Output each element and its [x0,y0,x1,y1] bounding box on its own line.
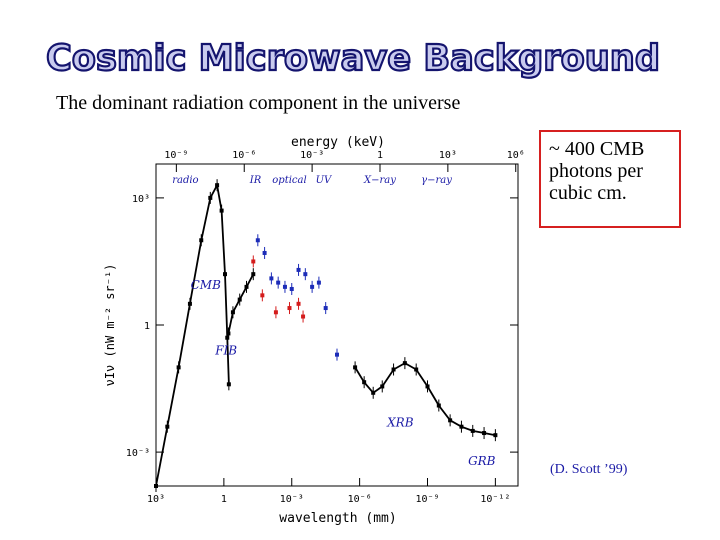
data-point [402,361,407,366]
data-point [323,306,328,311]
data-point [482,431,487,436]
data-point [260,293,265,298]
data-point [276,280,281,285]
band-label: γ−ray [421,175,452,186]
callout-line-1: ~ 400 CMB [549,138,645,160]
data-point [287,306,292,311]
series-layer [154,179,498,492]
top-tick-label: 10⁶ [507,150,525,161]
data-point [282,284,287,289]
data-point [199,238,204,243]
data-point [251,259,256,264]
component-label: GRB [468,454,496,468]
page-title: Cosmic Microwave Background [45,37,661,80]
credit-text: (D. Scott ’99) [550,462,628,477]
top-tick-label: 10⁻⁹ [164,150,188,161]
band-label: optical [272,175,306,186]
data-point [215,183,220,188]
y-tick-label: 10⁻³ [126,448,150,459]
data-point [470,428,475,433]
data-point [154,484,158,488]
data-point [391,367,396,372]
bottom-tick-label: 10⁻⁹ [415,494,439,505]
data-point [301,314,306,319]
data-point [269,276,274,281]
data-point [165,424,170,429]
data-point [251,272,256,277]
data-point [273,310,278,315]
data-point [310,284,315,289]
data-point [219,208,224,213]
spectrum-chart: 10⁻⁹ 10⁻⁶ 10⁻³ 1 10³ 10⁶ 10³ 1 10⁻³ 10⁻⁶ 10⁻⁹ 10⁻¹²… [103,135,525,526]
component-label: FIB [214,344,237,358]
top-tick-label: 10⁻⁶ [232,150,256,161]
data-point [225,335,230,340]
top-tick-label: 10³ [439,150,457,161]
band-label: IR [249,175,262,186]
data-point [335,352,339,357]
band-label: UV [316,175,333,186]
x-axis-title-top: energy (keV) [291,135,385,150]
data-point [493,433,498,438]
component-labels: CMB FIB XRB GRB [191,278,496,468]
series-line [155,182,230,487]
band-label: X−ray [363,175,396,186]
y-tick-label: 1 [144,321,150,332]
subtitle: The dominant radiation component in the … [56,92,461,114]
data-point [230,310,235,315]
data-point [187,301,192,306]
series-line [227,273,255,334]
band-label: radio [172,175,198,186]
series-xrb [353,357,498,442]
bottom-tick-label: 10⁻¹² [480,494,510,505]
data-point [296,267,301,272]
x-axis-title-bottom: wavelength (mm) [279,511,396,526]
data-point [289,286,294,291]
series-optical-uv [251,255,306,323]
callout-line-2: photons per [549,160,643,182]
series-fib [226,268,256,340]
band-labels: radio IR optical UV X−ray γ−ray [172,175,452,186]
callout-line-3: cubic cm. [549,182,627,204]
series-cmb [154,179,231,492]
data-point [262,250,267,255]
data-point [208,195,213,200]
component-label: XRB [386,416,414,430]
data-point [448,418,453,423]
bottom-tick-label: 1 [221,494,227,505]
series-line [354,362,496,437]
data-point [226,382,231,387]
top-tick-label: 10⁻³ [300,150,324,161]
data-point [244,284,249,289]
bottom-tick-label: 10³ [147,494,165,505]
bottom-tick-label: 10⁻³ [280,494,304,505]
photon-density-callout: ~ 400 CMB photons per cubic cm. [539,130,681,228]
data-point [316,280,321,285]
data-point [459,424,464,429]
data-point [176,365,181,370]
data-point [296,301,301,306]
data-point [380,384,385,389]
data-point [255,238,260,243]
data-point [414,367,419,372]
component-label: CMB [191,278,221,292]
plot-frame [155,163,519,487]
data-point [371,390,376,395]
data-point [237,297,242,302]
data-point [223,272,228,277]
page-title-text: Cosmic Microwave Background [46,38,660,79]
data-point [425,384,430,389]
data-point [226,331,231,336]
data-point [436,403,441,408]
data-point [303,272,308,277]
y-axis-title: νIν (nW m⁻² sr⁻¹) [103,264,117,387]
top-tick-label: 1 [377,150,383,161]
y-tick-label: 10³ [132,194,150,205]
series-optical-uv [255,234,339,361]
data-point [353,365,358,370]
bottom-tick-label: 10⁻⁶ [348,494,372,505]
axis-ticks: 10⁻⁹ 10⁻⁶ 10⁻³ 1 10³ 10⁶ 10³ 1 10⁻³ 10⁻⁶ 10⁻⁹ 10⁻¹²… [126,150,525,505]
data-point [362,380,367,385]
